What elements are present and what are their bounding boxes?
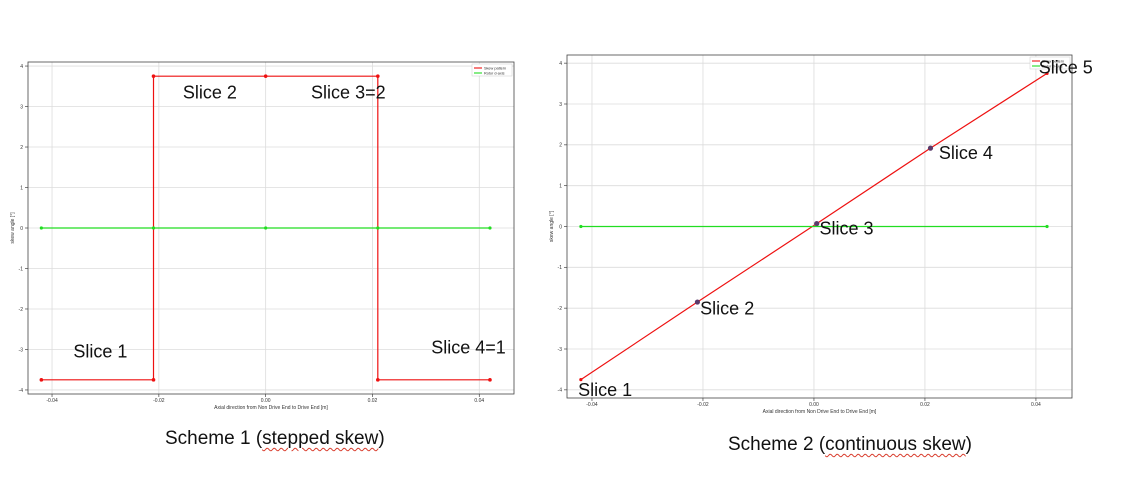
series-rotor-d-axis-point: [376, 226, 380, 230]
slice-annotation: Slice 3=2: [311, 82, 386, 102]
caption-scheme-2-suffix: ): [965, 434, 972, 455]
x-axis-label: Axial direction from Non Drive End to Dr…: [214, 405, 328, 411]
y-tick-label: 3: [20, 104, 23, 110]
y-tick-label: -3: [558, 347, 563, 353]
x-tick-label: 0.02: [920, 402, 930, 408]
series-skew-pattern-point: [376, 74, 380, 78]
slice-annotation: Slice 3: [820, 219, 874, 239]
slice-marker-point: [814, 221, 820, 227]
caption-scheme-2: Scheme 2 (continuous skew): [728, 434, 972, 456]
legend-entry: Skew pattern: [484, 67, 506, 71]
y-tick-label: -4: [19, 388, 24, 394]
slice-annotation: Slice 4=1: [431, 338, 506, 358]
legend-entry: Skew pattern: [1042, 60, 1064, 64]
series-rotor-d-axis-point: [151, 226, 156, 230]
series-skew-pattern-point: [151, 74, 156, 78]
y-tick-label: -2: [558, 306, 563, 312]
x-tick-label: 0.02: [368, 398, 378, 404]
x-tick-label: 0.04: [1031, 402, 1041, 408]
y-tick-label: 2: [559, 143, 562, 149]
y-tick-label: -4: [558, 388, 563, 394]
series-skew-pattern-point: [1045, 71, 1049, 75]
series-skew-pattern-point: [151, 378, 156, 382]
series-skew-pattern-point: [579, 378, 583, 382]
y-tick-label: -2: [19, 307, 24, 313]
caption-scheme-1-prefix: Scheme 1 (: [165, 428, 263, 449]
slice-annotation: Slice 1: [578, 380, 632, 400]
x-tick-label: 0.00: [809, 402, 819, 408]
y-tick-label: 1: [20, 185, 23, 191]
x-axis-label: Axial direction from Non Drive End to Dr…: [763, 409, 877, 415]
y-tick-label: 0: [20, 226, 23, 232]
y-tick-label: 4: [20, 64, 23, 70]
x-tick-label: 0.04: [474, 398, 484, 404]
caption-scheme-1-suffix: ): [378, 428, 385, 449]
legend-entry: Rotor d-axis: [1042, 65, 1063, 69]
y-axis-label: skew angle [°]: [549, 210, 555, 242]
caption-scheme-1-underlined: stepped skew: [262, 428, 379, 449]
slice-annotation: Slice 5: [1039, 57, 1093, 77]
series-skew-pattern-point: [39, 378, 44, 382]
series-rotor-d-axis-point: [488, 226, 492, 230]
x-tick-label: -0.02: [153, 398, 165, 404]
x-tick-label: -0.04: [586, 402, 598, 408]
slice-marker-point: [694, 299, 701, 305]
x-tick-label: 0.00: [261, 398, 271, 404]
slice-annotation: Slice 4: [939, 143, 993, 163]
slice-annotation: Slice 1: [73, 342, 127, 362]
slice-annotation: Slice 2: [183, 82, 237, 102]
chart-scheme-1: -0.04 -0.02 0.00 0.02 0.04 -4 -3 -2 -1 0 1 2 3 4 Axial…: [10, 61, 515, 411]
y-tick-label: -3: [19, 347, 24, 353]
series-skew-pattern-point: [488, 378, 492, 382]
y-tick-label: 2: [20, 145, 23, 151]
series-rotor-d-axis-point: [39, 226, 43, 230]
series-rotor-d-axis-point: [579, 224, 583, 229]
series-skew-pattern-point: [376, 378, 380, 382]
y-tick-label: 0: [559, 224, 562, 230]
series-skew-pattern-point: [263, 74, 268, 78]
y-tick-label: 3: [559, 102, 562, 108]
y-tick-label: 4: [559, 61, 562, 67]
x-tick-label: -0.02: [697, 402, 709, 408]
legend-entry: Rotor d-axis: [484, 72, 505, 76]
y-tick-label: 1: [559, 183, 562, 189]
series-rotor-d-axis-point: [264, 226, 268, 230]
y-axis-label: skew angle [°]: [10, 212, 16, 244]
chart-scheme-2: -0.04 -0.02 0.00 0.02 0.04 -4 -3 -2 -1 0 1 2 3 4 Axial…: [549, 54, 1093, 415]
x-tick-label: -0.04: [46, 398, 58, 404]
y-tick-label: -1: [19, 266, 24, 272]
caption-scheme-1: Scheme 1 (stepped skew): [165, 428, 385, 450]
slice-annotation: Slice 2: [700, 298, 754, 318]
caption-scheme-2-underlined: continuous skew: [825, 434, 966, 455]
caption-scheme-2-prefix: Scheme 2 (: [728, 434, 826, 455]
y-tick-label: -1: [558, 265, 563, 271]
series-rotor-d-axis-point: [1045, 224, 1049, 229]
slice-marker-point: [927, 145, 934, 151]
